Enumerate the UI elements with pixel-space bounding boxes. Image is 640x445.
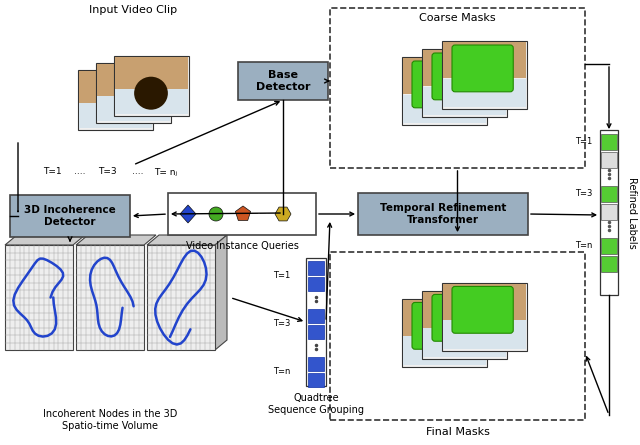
Text: T=1: T=1 — [43, 167, 61, 177]
Text: Coarse Masks: Coarse Masks — [419, 13, 496, 23]
Bar — [115, 57, 188, 89]
Bar — [238, 62, 328, 100]
Bar — [444, 79, 526, 107]
Bar — [147, 245, 215, 350]
Bar — [403, 58, 486, 94]
Text: T=1: T=1 — [575, 138, 592, 146]
Bar — [5, 245, 73, 350]
FancyBboxPatch shape — [412, 61, 473, 108]
Ellipse shape — [98, 91, 132, 124]
Text: T=3: T=3 — [273, 319, 290, 328]
FancyBboxPatch shape — [452, 45, 513, 92]
Bar — [306, 258, 326, 386]
Bar — [10, 195, 130, 237]
Bar — [308, 261, 324, 275]
Bar — [601, 238, 617, 254]
Bar — [423, 291, 506, 328]
Bar — [403, 95, 486, 123]
FancyBboxPatch shape — [452, 287, 513, 333]
Text: Quadtree
Sequence Grouping: Quadtree Sequence Grouping — [268, 393, 364, 415]
Bar — [95, 63, 170, 123]
Bar — [308, 357, 324, 371]
Text: Refined Labels: Refined Labels — [627, 177, 637, 248]
Bar — [442, 41, 527, 109]
Bar — [423, 50, 506, 86]
Bar — [308, 325, 324, 339]
Bar — [97, 64, 170, 96]
Text: T= nⱼ: T= nⱼ — [154, 167, 177, 177]
Bar — [97, 96, 170, 121]
Bar — [422, 49, 508, 117]
Bar — [444, 320, 526, 348]
Polygon shape — [275, 207, 291, 221]
Ellipse shape — [116, 84, 150, 117]
Bar — [308, 373, 324, 387]
Bar — [423, 328, 506, 356]
Bar — [444, 42, 526, 78]
Bar — [77, 70, 152, 130]
Text: ....: .... — [132, 167, 144, 177]
Bar — [115, 89, 188, 114]
Polygon shape — [76, 235, 156, 245]
Text: Temporal Refinement
Transformer: Temporal Refinement Transformer — [380, 203, 506, 225]
Bar — [403, 299, 486, 336]
Bar — [403, 336, 486, 364]
Polygon shape — [180, 205, 196, 223]
Ellipse shape — [209, 207, 223, 221]
Bar — [422, 291, 508, 359]
Polygon shape — [236, 206, 251, 220]
Bar — [423, 87, 506, 115]
FancyBboxPatch shape — [432, 53, 493, 100]
Text: ....: .... — [74, 167, 86, 177]
Bar — [168, 193, 316, 235]
Polygon shape — [147, 235, 227, 245]
Bar — [308, 277, 324, 291]
Text: Input Video Clip: Input Video Clip — [89, 5, 177, 15]
Bar — [79, 103, 152, 128]
Text: T=1: T=1 — [273, 271, 290, 279]
Text: 3D Incoherence
Detector: 3D Incoherence Detector — [24, 205, 116, 227]
Text: T=3: T=3 — [575, 190, 592, 198]
Text: Base
Detector: Base Detector — [256, 70, 310, 92]
FancyBboxPatch shape — [432, 295, 493, 341]
Polygon shape — [5, 235, 85, 245]
Ellipse shape — [134, 77, 168, 110]
Bar — [308, 309, 324, 323]
Bar — [601, 152, 617, 168]
Bar — [79, 71, 152, 103]
Text: T=3: T=3 — [98, 167, 116, 177]
Bar — [330, 8, 585, 168]
Polygon shape — [215, 235, 227, 350]
Bar — [601, 134, 617, 150]
Text: Video Instance Queries: Video Instance Queries — [186, 241, 298, 251]
Bar — [403, 57, 487, 125]
Bar — [113, 56, 189, 116]
Bar — [600, 130, 618, 295]
Text: Final Masks: Final Masks — [426, 427, 490, 437]
Bar — [76, 245, 144, 350]
Bar — [358, 193, 528, 235]
FancyBboxPatch shape — [412, 303, 473, 349]
Text: · ·: · · — [257, 207, 269, 221]
Bar — [601, 204, 617, 220]
Bar — [601, 186, 617, 202]
Bar — [444, 283, 526, 320]
Text: Incoherent Nodes in the 3D
Spatio-time Volume: Incoherent Nodes in the 3D Spatio-time V… — [43, 409, 177, 431]
Bar — [403, 299, 487, 367]
Text: T=n: T=n — [575, 242, 592, 251]
Bar — [601, 256, 617, 272]
Bar — [330, 252, 585, 420]
Bar — [442, 283, 527, 351]
Text: T=n: T=n — [273, 367, 290, 376]
